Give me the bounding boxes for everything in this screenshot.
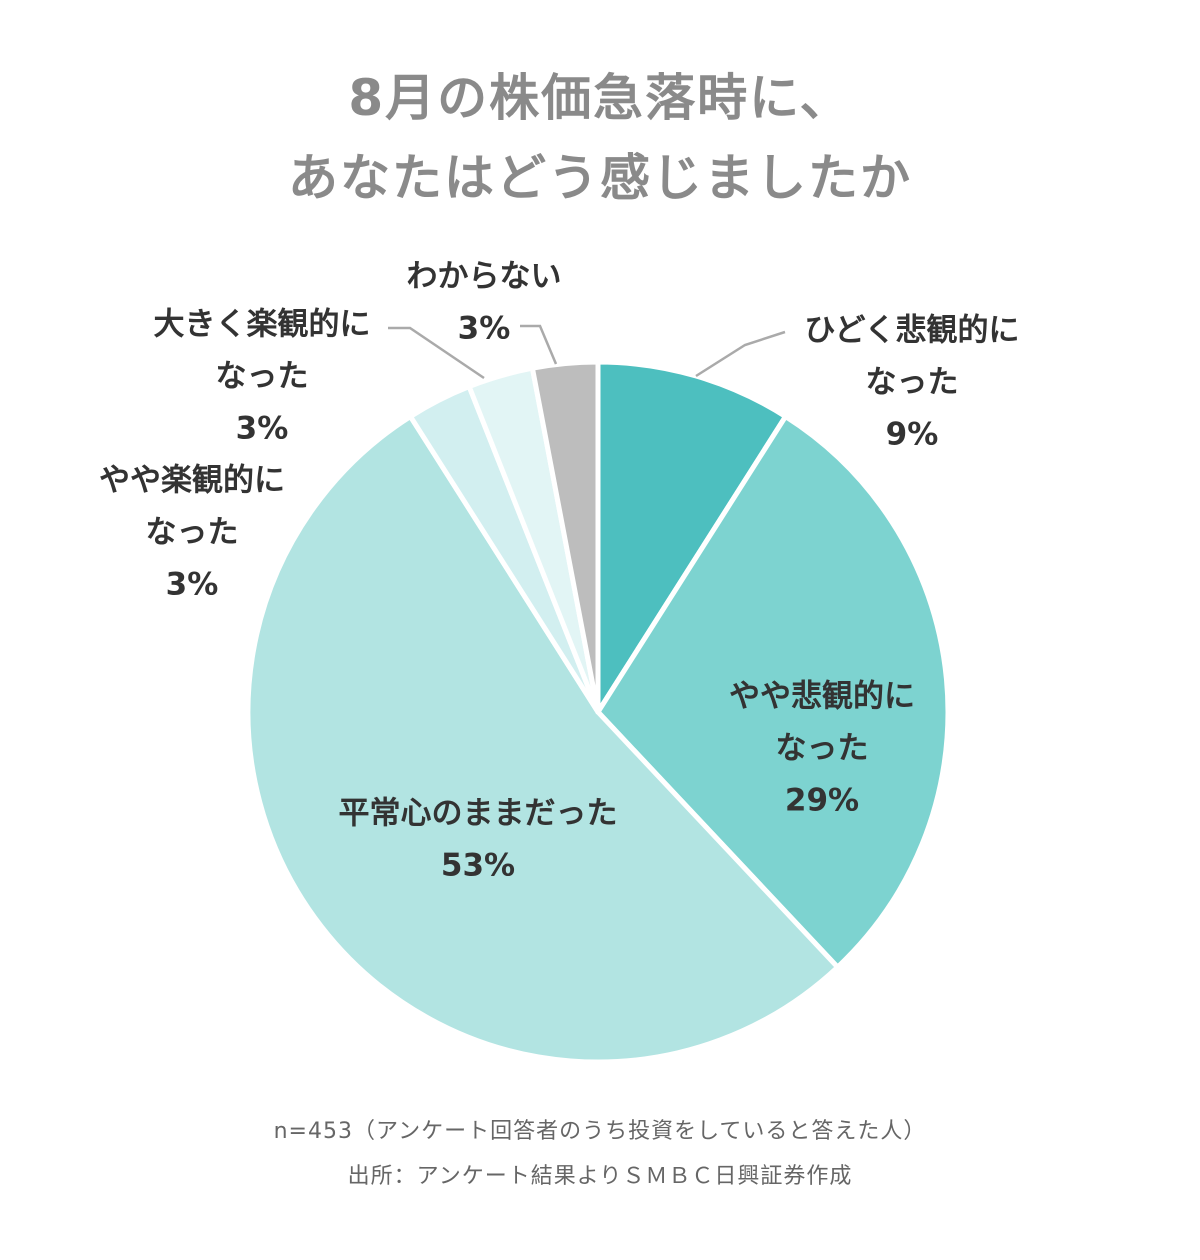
slice-ookiku-rakkanteki-value-label: 3%	[236, 411, 289, 447]
slice-hidoku-hikanteki-leader-line	[695, 330, 786, 378]
footnote-sample: n=453（アンケート回答者のうち投資をしていると答えた人）	[273, 1119, 927, 1144]
slice-heijoushin-value-label: 53%	[441, 848, 515, 884]
slice-ookiku-rakkanteki-leader-line	[388, 326, 485, 380]
slice-yaya-hikanteki-category-label: なった	[776, 731, 869, 767]
chart-title-line-2: あなたはどう感じましたか	[288, 149, 912, 207]
slice-yaya-rakkanteki-category-label: なった	[146, 515, 239, 551]
slice-wakaranai-leader-line	[520, 324, 558, 365]
leader-lines	[388, 324, 786, 380]
slice-ookiku-rakkanteki-category-label: 大きく楽観的に	[154, 307, 371, 343]
pie-slices	[245, 359, 951, 1065]
slice-yaya-hikanteki-value-label: 29%	[785, 783, 859, 819]
slice-hidoku-hikanteki	[595, 359, 789, 715]
slice-hidoku-hikanteki-category-label: なった	[866, 365, 959, 401]
slice-yaya-hikanteki-category-label: やや悲観的に	[729, 679, 915, 715]
slice-hidoku-hikanteki-category-label: ひどく悲観的に	[804, 313, 1019, 349]
slice-wakaranai-value-label: 3%	[458, 311, 511, 347]
slice-wakaranai-category-label: わからない	[407, 259, 562, 295]
slice-hidoku-hikanteki-value-label: 9%	[886, 417, 939, 453]
slice-yaya-hikanteki	[595, 413, 951, 970]
slice-labels: ひどく悲観的になった9%やや悲観的になった29%平常心のままだった53%やや楽観…	[99, 259, 1020, 884]
slice-yaya-rakkanteki-value-label: 3%	[166, 567, 219, 603]
chart-title-line-1: 8月の株価急落時に、	[348, 69, 852, 127]
slice-heijoushin-category-label: 平常心のままだった	[339, 796, 618, 832]
slice-ookiku-rakkanteki-category-label: なった	[216, 359, 309, 395]
slice-wakaranai	[529, 359, 601, 715]
slice-heijoushin	[245, 413, 841, 1065]
slice-yaya-rakkanteki-category-label: やや楽観的に	[99, 463, 285, 499]
footnote-source: 出所：アンケート結果よりＳＭＢＣ日興証券作成	[347, 1164, 853, 1189]
